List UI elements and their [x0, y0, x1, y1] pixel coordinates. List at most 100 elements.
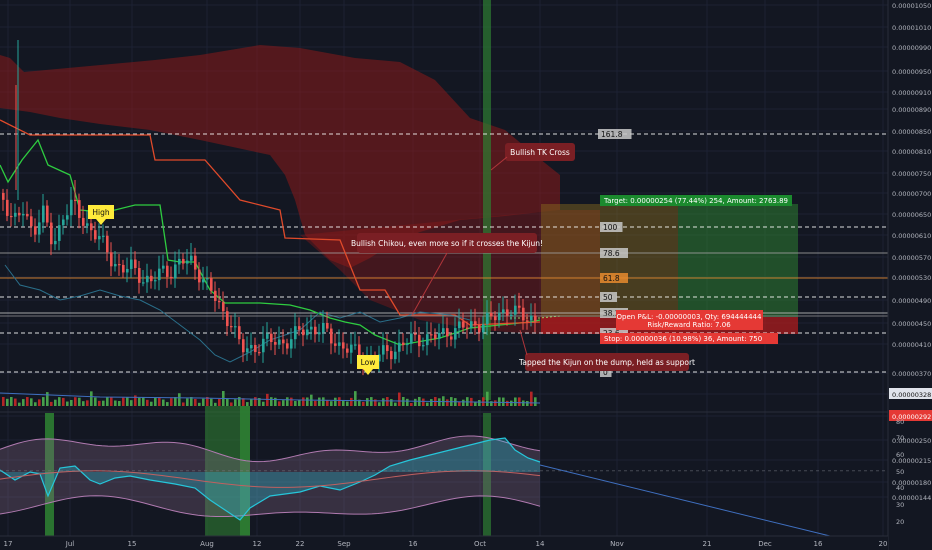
candle-22 — [90, 223, 93, 231]
candle-52 — [210, 278, 213, 291]
time-tick-2: 15 — [128, 540, 137, 548]
low-label-pointer — [363, 369, 373, 375]
candle-41 — [166, 265, 169, 277]
candle-87 — [350, 344, 353, 353]
volume-bar-38 — [154, 397, 157, 406]
volume-bar-97 — [390, 399, 393, 406]
volume-bar-44 — [178, 393, 181, 406]
event-bar-oct-osc — [483, 413, 491, 537]
volume-bar-36 — [146, 399, 149, 406]
volume-bar-50 — [202, 398, 205, 406]
fib-label-100: 100 — [603, 223, 618, 232]
price-tick-23: 0.00000144 — [892, 494, 931, 502]
candle-105 — [422, 345, 425, 347]
candle-75 — [302, 329, 305, 336]
candle-120 — [482, 324, 485, 333]
fib-label-38.2: 38.2 — [603, 309, 620, 318]
stop-label: Stop: 0.00000036 (10.98%) 36, Amount: 75… — [604, 335, 762, 343]
candle-38 — [154, 280, 157, 282]
current-price-tag — [889, 388, 932, 399]
price-tick-17: 0.00000370 — [892, 370, 931, 378]
candle-104 — [418, 334, 421, 347]
osc-tick-70: 70 — [896, 434, 904, 442]
volume-bar-114 — [458, 401, 461, 406]
price-tick-19: 0.00000292 — [892, 413, 931, 421]
candle-7 — [30, 216, 33, 227]
oscillator-fill — [0, 438, 540, 520]
candle-4 — [18, 212, 21, 216]
volume-bar-122 — [490, 401, 493, 406]
volume-bar-72 — [290, 397, 293, 406]
volume-bar-26 — [106, 397, 109, 406]
osc-tick-50: 50 — [896, 468, 904, 476]
candle-39 — [158, 268, 161, 281]
candle-10 — [42, 205, 45, 223]
volume-bar-133 — [534, 397, 537, 406]
price-tick-12: 0.00000570 — [892, 254, 931, 262]
time-tick-5: 22 — [296, 540, 305, 548]
candle-114 — [458, 321, 461, 329]
volume-bar-87 — [350, 397, 353, 406]
volume-bars — [0, 391, 541, 406]
volume-bar-28 — [114, 400, 117, 406]
candle-27 — [110, 252, 113, 267]
candle-57 — [230, 326, 233, 328]
candle-47 — [190, 255, 193, 261]
candle-107 — [430, 334, 433, 336]
price-tick-7: 0.00000810 — [892, 148, 931, 156]
volume-bar-11 — [46, 392, 49, 406]
time-tick-9: 14 — [536, 540, 545, 548]
stop-price-tag — [889, 410, 932, 421]
candle-63 — [254, 345, 257, 353]
volume-bar-118 — [474, 401, 477, 406]
volume-bar-109 — [438, 398, 441, 406]
volume-bar-79 — [318, 397, 321, 406]
volume-bar-3 — [14, 398, 17, 406]
candle-125 — [502, 309, 505, 313]
volume-bar-48 — [194, 398, 197, 406]
oscillator-panel — [0, 435, 888, 537]
chikou-line — [4, 264, 471, 363]
volume-bar-121 — [486, 391, 489, 406]
candle-89 — [358, 344, 361, 360]
volume-bar-119 — [478, 399, 481, 406]
profit-zone — [678, 204, 798, 317]
candle-16 — [66, 215, 69, 220]
candle-119 — [478, 324, 481, 333]
volume-bar-33 — [134, 395, 137, 406]
volume-bar-23 — [94, 397, 97, 406]
price-tick-20: 0.00000250 — [892, 437, 931, 445]
volume-bar-58 — [234, 399, 237, 406]
price-tick-3: 0.00000950 — [892, 68, 931, 76]
candle-77 — [310, 326, 313, 330]
volume-bar-115 — [462, 399, 465, 406]
fib-label-bg-0 — [600, 367, 612, 377]
volume-bar-47 — [190, 397, 193, 406]
volume-bar-35 — [142, 397, 145, 406]
candle-133 — [534, 315, 537, 322]
price-tick-15: 0.00000450 — [892, 320, 931, 328]
volume-bar-43 — [174, 397, 177, 406]
volume-bar-89 — [358, 399, 361, 406]
volume-bar-61 — [246, 402, 249, 406]
high-label-box — [88, 205, 114, 219]
candle-55 — [222, 302, 225, 312]
osc-tick-20: 20 — [896, 518, 904, 526]
volume-bar-84 — [338, 397, 341, 406]
bearish-cloud — [0, 45, 560, 268]
price-tick-13: 0.00000530 — [892, 274, 931, 282]
volume-bar-31 — [126, 397, 129, 406]
candle-64 — [258, 352, 261, 354]
volume-bar-78 — [314, 400, 317, 406]
price-tick-0: 0.00001050 — [892, 2, 931, 10]
time-tick-11: 21 — [703, 540, 712, 548]
candle-35 — [142, 282, 145, 284]
candle-113 — [454, 328, 457, 340]
volume-bar-7 — [30, 398, 33, 406]
candle-124 — [498, 312, 501, 321]
target-label: Target: 0.00000254 (77.44%) 254, Amount:… — [603, 197, 788, 205]
time-tick-12: Dec — [758, 540, 772, 548]
volume-bar-37 — [150, 401, 153, 406]
